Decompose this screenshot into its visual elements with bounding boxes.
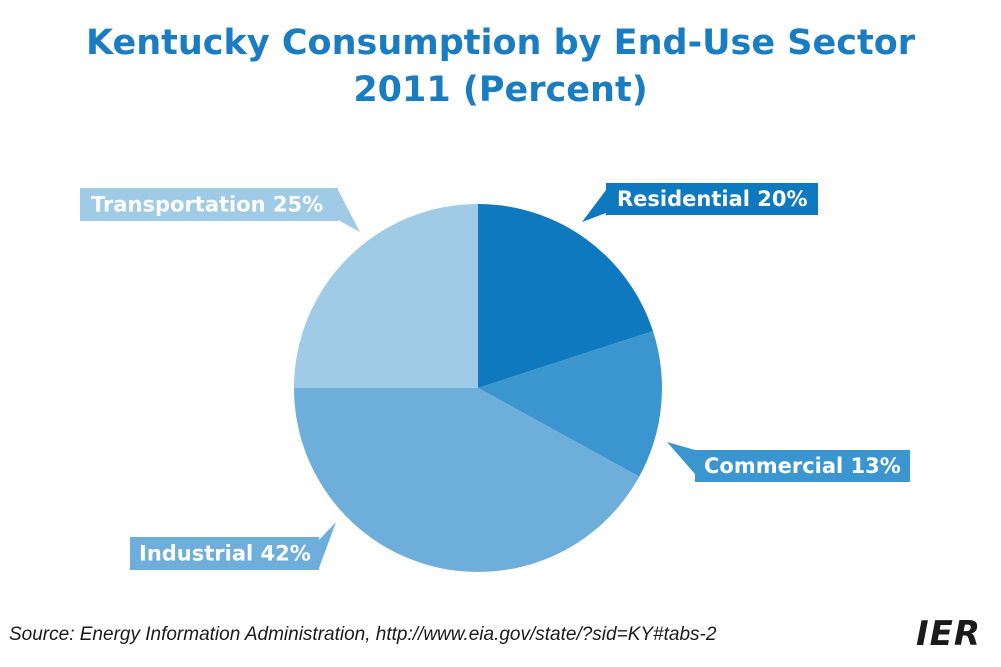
slice-label: Residential 20% (617, 187, 808, 211)
label-pointer (582, 190, 606, 222)
pie-slice-industrial (294, 388, 640, 572)
pie-slice-residential (478, 204, 653, 388)
label-pointer (319, 522, 336, 568)
ier-logo: IER (916, 614, 982, 654)
label-box (130, 537, 319, 570)
chart-title-block: Kentucky Consumption by End-Use Sector 2… (0, 20, 1001, 114)
label-callout-transportation: Transportation 25% (80, 188, 360, 232)
pie-slices (294, 204, 662, 572)
slice-label: Transportation 25% (91, 193, 323, 217)
label-box (695, 450, 910, 482)
chart-title: Kentucky Consumption by End-Use Sector (86, 23, 915, 63)
pie-slice-commercial (478, 331, 662, 477)
label-pointer (338, 190, 360, 232)
label-box (606, 183, 818, 215)
label-pointer (667, 442, 695, 474)
chart-subtitle: 2011 (Percent) (353, 70, 648, 110)
label-callout-commercial: Commercial 13% (667, 442, 910, 482)
pie-slice-transportation (294, 204, 478, 388)
slice-label: Industrial 42% (139, 542, 311, 566)
pie-labels: Residential 20% Commercial 13% Industrial … (80, 183, 910, 570)
source-note: Source: Energy Information Administratio… (9, 624, 717, 645)
label-callout-industrial: Industrial 42% (130, 522, 336, 570)
label-box (80, 188, 338, 221)
label-callout-residential: Residential 20% (582, 183, 818, 222)
slice-label: Commercial 13% (704, 454, 901, 478)
